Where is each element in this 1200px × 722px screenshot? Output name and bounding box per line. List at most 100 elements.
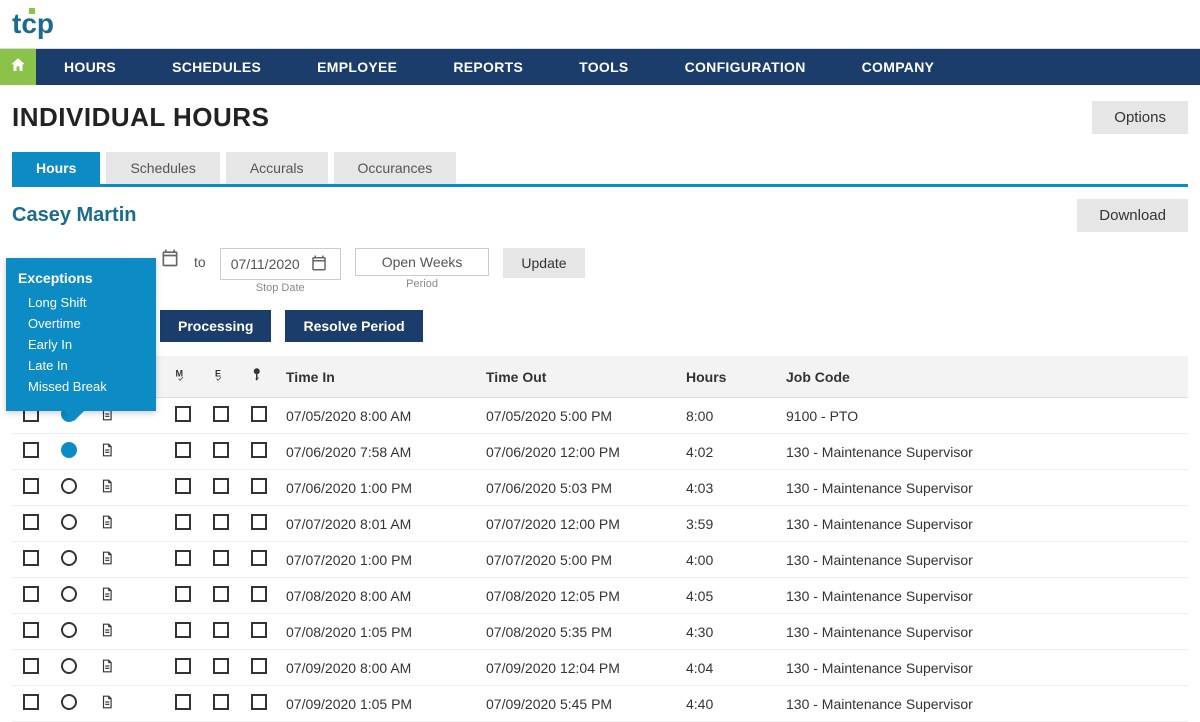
o-checkbox[interactable] [251,478,267,494]
document-icon[interactable] [100,441,114,459]
document-icon[interactable] [100,477,114,495]
document-icon[interactable] [100,657,114,675]
m-checkbox[interactable] [175,622,191,638]
download-button[interactable]: Download [1077,199,1188,232]
row-checkbox[interactable] [23,514,39,530]
table-row: 07/05/2020 8:00 AM07/05/2020 5:00 PM8:00… [12,398,1188,434]
cell-job-code: 130 - Maintenance Supervisor [778,650,1188,686]
calendar-icon[interactable] [310,254,330,274]
status-indicator[interactable] [61,514,77,530]
col-o-icon[interactable] [250,366,268,384]
status-indicator[interactable] [61,478,77,494]
cell-hours: 4:03 [678,470,778,506]
exceptions-tooltip: Exceptions Long ShiftOvertimeEarly InLat… [6,258,156,411]
hours-table: M E Time In Time Out Hours Job Code 07/0… [12,356,1188,722]
cell-time-in: 07/07/2020 8:01 AM [278,506,478,542]
cell-time-in: 07/09/2020 8:00 AM [278,650,478,686]
m-checkbox[interactable] [175,406,191,422]
e-checkbox[interactable] [213,622,229,638]
tab-schedules[interactable]: Schedules [106,152,219,184]
e-checkbox[interactable] [213,586,229,602]
calendar-icon[interactable] [160,248,180,268]
document-icon[interactable] [100,621,114,639]
row-checkbox[interactable] [23,550,39,566]
document-icon[interactable] [100,585,114,603]
document-icon[interactable] [100,549,114,567]
tab-occurances[interactable]: Occurances [334,152,457,184]
resolve-period-button[interactable]: Resolve Period [285,310,422,342]
e-checkbox[interactable] [213,658,229,674]
o-checkbox[interactable] [251,514,267,530]
m-checkbox[interactable] [175,442,191,458]
date-controls-row: to 07/11/2020 Stop Date Open Weeks Perio… [12,242,1188,300]
e-checkbox[interactable] [213,442,229,458]
row-checkbox[interactable] [23,442,39,458]
document-icon[interactable] [100,693,114,711]
row-checkbox[interactable] [23,586,39,602]
period-label: Period [406,278,438,290]
nav-item-company[interactable]: COMPANY [834,49,963,85]
nav-item-hours[interactable]: HOURS [36,49,144,85]
cell-time-out: 07/06/2020 5:03 PM [478,470,678,506]
exception-item: Overtime [18,313,140,334]
e-checkbox[interactable] [213,406,229,422]
nav-item-employee[interactable]: EMPLOYEE [289,49,425,85]
nav-item-reports[interactable]: REPORTS [425,49,551,85]
m-checkbox[interactable] [175,658,191,674]
row-checkbox[interactable] [23,622,39,638]
update-button[interactable]: Update [503,248,584,278]
e-checkbox[interactable] [213,478,229,494]
col-e-icon[interactable]: E [212,366,230,384]
table-row: 07/08/2020 8:00 AM07/08/2020 12:05 PM4:0… [12,578,1188,614]
nav-home-button[interactable] [0,49,36,85]
o-checkbox[interactable] [251,586,267,602]
status-indicator[interactable] [61,550,77,566]
period-group: Open Weeks Period [355,248,490,290]
processing-button[interactable]: Processing [160,310,271,342]
options-button[interactable]: Options [1092,101,1188,134]
row-checkbox[interactable] [23,478,39,494]
o-checkbox[interactable] [251,694,267,710]
row-checkbox[interactable] [23,658,39,674]
home-icon [9,56,27,79]
cell-time-out: 07/09/2020 5:45 PM [478,686,678,722]
o-checkbox[interactable] [251,622,267,638]
status-indicator[interactable] [61,586,77,602]
nav-item-schedules[interactable]: SCHEDULES [144,49,289,85]
exception-item: Late In [18,355,140,376]
e-checkbox[interactable] [213,550,229,566]
status-indicator[interactable] [61,658,77,674]
cell-time-out: 07/07/2020 12:00 PM [478,506,678,542]
sub-tabs: HoursSchedulesAccuralsOccurances [12,152,1188,187]
cell-hours: 4:02 [678,434,778,470]
m-checkbox[interactable] [175,514,191,530]
e-checkbox[interactable] [213,694,229,710]
status-indicator[interactable] [61,442,77,458]
e-checkbox[interactable] [213,514,229,530]
cell-time-in: 07/06/2020 1:00 PM [278,470,478,506]
title-row: INDIVIDUAL HOURS Options [12,101,1188,134]
table-row: 07/07/2020 8:01 AM07/07/2020 12:00 PM3:5… [12,506,1188,542]
o-checkbox[interactable] [251,550,267,566]
m-checkbox[interactable] [175,586,191,602]
o-checkbox[interactable] [251,658,267,674]
tab-accurals[interactable]: Accurals [226,152,328,184]
m-checkbox[interactable] [175,550,191,566]
col-m-icon[interactable]: M [174,366,192,384]
document-icon[interactable] [100,513,114,531]
o-checkbox[interactable] [251,442,267,458]
cell-hours: 3:59 [678,506,778,542]
row-checkbox[interactable] [23,694,39,710]
tab-hours[interactable]: Hours [12,152,100,184]
period-select[interactable]: Open Weeks [355,248,490,276]
status-indicator[interactable] [61,694,77,710]
cell-time-out: 07/06/2020 12:00 PM [478,434,678,470]
stop-date-input[interactable]: 07/11/2020 [220,248,341,280]
cell-hours: 4:40 [678,686,778,722]
status-indicator[interactable] [61,622,77,638]
m-checkbox[interactable] [175,478,191,494]
nav-item-tools[interactable]: TOOLS [551,49,656,85]
o-checkbox[interactable] [251,406,267,422]
m-checkbox[interactable] [175,694,191,710]
nav-item-configuration[interactable]: CONFIGURATION [657,49,834,85]
